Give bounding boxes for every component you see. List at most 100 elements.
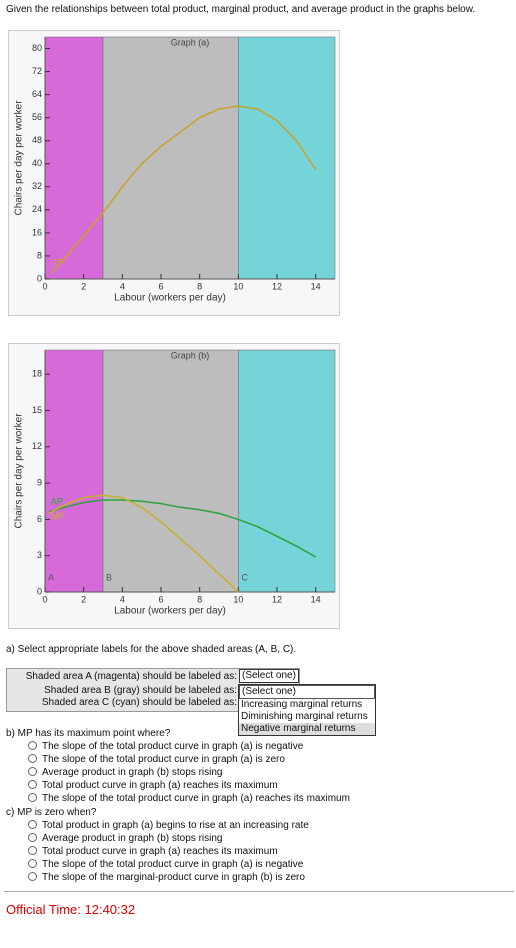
chart-panel: A B C Graph (b) 0 3 6 9 12 15 18 0 2 4 6 8 10 12 14 Labour … [8, 343, 340, 629]
y-tick-label: 6 [37, 514, 42, 524]
radio[interactable] [28, 872, 37, 881]
x-tick-label: 8 [197, 281, 202, 291]
radio-option[interactable]: Total product in graph (a) begins to ris… [28, 820, 309, 831]
curve [48, 499, 317, 558]
y-axis-label: Chairs per day per worker [14, 413, 25, 529]
x-tick-label: 4 [120, 281, 125, 291]
curve [48, 494, 239, 593]
chart-title: Graph (b) [171, 350, 210, 360]
dropdown-option[interactable]: Negative marginal returns [239, 723, 375, 735]
x-tick-label: 12 [272, 281, 282, 291]
radio[interactable] [28, 754, 37, 763]
header: Given the relationships between total pr… [6, 4, 476, 15]
radio[interactable] [28, 741, 37, 750]
region-label: A [48, 572, 54, 582]
radio[interactable] [28, 820, 37, 829]
y-tick-label: 9 [37, 477, 42, 487]
dropdown-option[interactable]: (Select one) [239, 685, 375, 699]
y-tick-label: 64 [32, 89, 42, 99]
radio-option[interactable]: The slope of the total product curve in … [28, 859, 303, 870]
radio-option[interactable]: Average product in graph (b) stops risin… [28, 767, 222, 778]
dropdown-list: (Select one) Increasing marginal returns… [238, 684, 376, 736]
y-tick-label: 72 [32, 66, 42, 76]
y-tick-label: 40 [32, 158, 42, 168]
option-text: The slope of the total product curve in … [42, 859, 304, 870]
row-label: Shaded area B (gray) should be labeled a… [44, 685, 237, 696]
y-tick-label: 3 [37, 550, 42, 560]
y-tick-label: 0 [37, 273, 42, 283]
radio-option[interactable]: Total product curve in graph (a) reaches… [28, 780, 278, 791]
option-text: Total product in graph (a) begins to ris… [42, 820, 309, 831]
x-tick-label: 6 [158, 281, 163, 291]
y-tick-label: 32 [32, 181, 42, 191]
question-prompt: a) Select appropriate labels for the abo… [6, 644, 297, 655]
x-tick-label: 0 [42, 281, 47, 291]
x-tick-label: 4 [120, 594, 125, 604]
x-tick-label: 2 [81, 594, 86, 604]
y-tick-label: 80 [32, 43, 42, 53]
radio-option[interactable]: Total product curve in graph (a) reaches… [28, 846, 278, 857]
radio-option[interactable]: The slope of the marginal-product curve … [28, 872, 305, 883]
shaded-region [238, 36, 336, 280]
y-tick-label: 56 [32, 112, 42, 122]
radio-option[interactable]: The slope of the total product curve in … [28, 741, 303, 752]
curve-label: MP [51, 512, 65, 522]
x-tick-label: 10 [233, 281, 243, 291]
radio[interactable] [28, 859, 37, 868]
x-tick-label: 2 [81, 281, 86, 291]
official-time: Official Time: 12:40:32 [6, 902, 136, 917]
chart: A B C Graph (b) 0 3 6 9 12 15 18 0 2 4 6 8 10 12 14 Labour … [14, 349, 336, 617]
region-label: B [106, 572, 112, 582]
y-tick-label: 16 [32, 227, 42, 237]
radio-option[interactable]: Average product in graph (b) stops risin… [28, 833, 222, 844]
y-tick-label: 0 [37, 586, 42, 596]
option-text: Average product in graph (b) stops risin… [42, 767, 223, 778]
radio[interactable] [28, 846, 37, 855]
x-tick-label: 10 [233, 594, 243, 604]
shaded-region [44, 349, 104, 593]
x-axis-label: Labour (workers per day) [114, 606, 226, 617]
y-tick-label: 12 [32, 441, 42, 451]
radio-option[interactable]: The slope of the total product curve in … [28, 793, 350, 804]
x-tick-label: 14 [311, 281, 321, 291]
option-text: Total product curve in graph (a) reaches… [42, 780, 278, 791]
option-text: The slope of the total product curve in … [42, 741, 304, 752]
radio[interactable] [28, 833, 37, 842]
radio[interactable] [28, 780, 37, 789]
y-tick-label: 15 [32, 405, 42, 415]
option-text: Total product curve in graph (a) reaches… [42, 846, 278, 857]
option-text: The slope of the marginal-product curve … [42, 872, 305, 883]
y-tick-label: 8 [37, 250, 42, 260]
curve-label: TP [53, 258, 65, 268]
shaded-region [44, 36, 104, 280]
shaded-region [102, 349, 239, 593]
chart-title: Graph (a) [171, 37, 210, 47]
curve [50, 105, 317, 274]
chart-panel: Graph (a) 0 8 16 24 32 40 48 56 64 72 80 0 2 4 6 8 10 12 14… [8, 30, 340, 316]
shaded-region [238, 349, 336, 593]
option-text: The slope of the total product curve in … [42, 793, 350, 804]
dropdown-option[interactable]: Diminishing marginal returns [241, 711, 368, 722]
y-axis-label: Chairs per day per worker [14, 100, 25, 216]
question-prompt: c) MP is zero when? [6, 807, 97, 818]
select[interactable]: (Select one) [239, 669, 299, 683]
x-tick-label: 0 [42, 594, 47, 604]
x-tick-label: 6 [158, 594, 163, 604]
shaded-region [102, 36, 239, 280]
y-tick-label: 24 [32, 204, 42, 214]
radio[interactable] [28, 767, 37, 776]
region-label: C [241, 572, 248, 582]
option-text: The slope of the total product curve in … [42, 754, 285, 765]
x-tick-label: 12 [272, 594, 282, 604]
row-label: Shaded area C (cyan) should be labeled a… [41, 697, 237, 708]
option-text: Average product in graph (b) stops risin… [42, 833, 223, 844]
question-prompt: b) MP has its maximum point where? [6, 728, 171, 739]
y-tick-label: 18 [32, 369, 42, 379]
dropdown-option[interactable]: Increasing marginal returns [241, 699, 363, 710]
curve-label: AP [51, 497, 63, 507]
radio-option[interactable]: The slope of the total product curve in … [28, 754, 285, 765]
radio[interactable] [28, 793, 37, 802]
divider [4, 891, 514, 892]
